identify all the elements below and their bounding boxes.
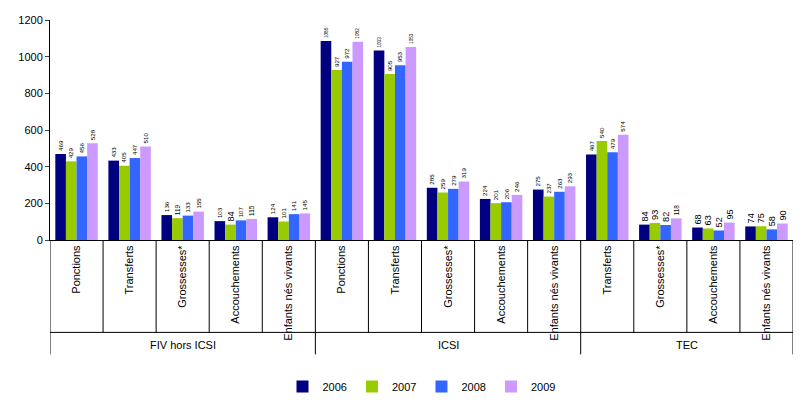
svg-text:95: 95 [725, 209, 735, 219]
svg-text:Accouchements: Accouchements [229, 245, 241, 324]
svg-text:206: 206 [503, 188, 510, 199]
svg-text:433: 433 [110, 147, 117, 158]
svg-text:103: 103 [216, 207, 223, 218]
svg-text:2009: 2009 [531, 381, 555, 393]
svg-text:540: 540 [598, 127, 605, 138]
svg-text:400: 400 [24, 161, 42, 173]
svg-text:Transferts: Transferts [389, 245, 401, 295]
svg-text:74: 74 [746, 213, 756, 223]
svg-text:TEC: TEC [676, 339, 698, 351]
svg-text:285: 285 [428, 174, 435, 185]
svg-text:246: 246 [513, 181, 520, 192]
svg-text:Ponctions: Ponctions [335, 245, 347, 294]
svg-text:Accouchements: Accouchements [495, 245, 507, 324]
svg-text:405: 405 [120, 152, 127, 163]
svg-text:118: 118 [673, 205, 680, 216]
svg-text:467: 467 [588, 140, 595, 151]
svg-text:447: 447 [131, 144, 138, 155]
svg-text:133: 133 [184, 202, 191, 213]
svg-text:Grossesses*: Grossesses* [442, 245, 454, 308]
svg-text:953: 953 [396, 51, 403, 62]
svg-text:93: 93 [650, 210, 660, 220]
svg-text:1200: 1200 [18, 14, 42, 26]
svg-text:Grossesses*: Grossesses* [176, 245, 188, 308]
svg-text:52: 52 [714, 217, 724, 227]
svg-text:155: 155 [195, 198, 202, 209]
svg-text:Enfants nés vivants: Enfants nés vivants [760, 245, 772, 341]
svg-text:201: 201 [492, 189, 499, 200]
svg-text:275: 275 [534, 176, 541, 187]
svg-text:75: 75 [756, 213, 766, 223]
svg-text:141: 141 [290, 200, 297, 211]
svg-text:Enfants nés vivants: Enfants nés vivants [548, 245, 560, 341]
svg-text:63: 63 [703, 215, 713, 225]
svg-text:279: 279 [450, 175, 457, 186]
svg-text:Transferts: Transferts [601, 245, 613, 295]
svg-text:469: 469 [57, 140, 64, 151]
svg-text:Accouchements: Accouchements [707, 245, 719, 324]
svg-text:293: 293 [566, 172, 573, 183]
svg-text:90: 90 [778, 210, 788, 220]
svg-text:600: 600 [24, 124, 42, 136]
svg-text:1085: 1085 [324, 27, 329, 38]
svg-text:263: 263 [556, 178, 563, 189]
svg-text:2006: 2006 [323, 381, 347, 393]
svg-text:FIV hors ICSI: FIV hors ICSI [150, 339, 216, 351]
svg-text:0: 0 [37, 234, 43, 246]
svg-text:510: 510 [142, 133, 149, 144]
svg-text:119: 119 [174, 204, 181, 215]
svg-text:136: 136 [163, 201, 170, 212]
svg-text:237: 237 [545, 183, 552, 194]
svg-text:319: 319 [460, 168, 467, 179]
svg-text:927: 927 [333, 56, 340, 67]
svg-text:Grossesses*: Grossesses* [654, 245, 666, 308]
svg-text:107: 107 [237, 206, 244, 217]
svg-text:1082: 1082 [355, 28, 360, 39]
svg-text:200: 200 [24, 197, 42, 209]
svg-text:68: 68 [693, 214, 703, 224]
svg-text:124: 124 [269, 203, 276, 214]
svg-text:ICSI: ICSI [438, 339, 459, 351]
svg-text:224: 224 [481, 185, 488, 196]
svg-text:800: 800 [24, 87, 42, 99]
svg-text:84: 84 [226, 211, 236, 221]
svg-text:84: 84 [640, 211, 650, 221]
svg-text:456: 456 [78, 143, 85, 154]
svg-text:1053: 1053 [409, 33, 414, 44]
svg-text:Ponctions: Ponctions [70, 245, 82, 294]
svg-text:* 2006-2009 : Grossesses échog: * 2006-2009 : Grossesses échographiques [7, 414, 178, 415]
svg-text:972: 972 [343, 48, 350, 59]
svg-text:115: 115 [248, 205, 255, 216]
svg-text:905: 905 [386, 60, 393, 71]
svg-text:429: 429 [67, 147, 74, 158]
svg-text:145: 145 [301, 200, 308, 211]
svg-text:479: 479 [609, 138, 616, 149]
svg-text:58: 58 [767, 216, 777, 226]
svg-text:101: 101 [280, 208, 287, 219]
svg-text:574: 574 [619, 121, 626, 132]
svg-text:2008: 2008 [461, 381, 485, 393]
svg-text:1000: 1000 [18, 51, 42, 63]
svg-text:82: 82 [661, 212, 671, 222]
svg-text:528: 528 [89, 129, 96, 140]
svg-text:259: 259 [439, 179, 446, 190]
svg-text:1033: 1033 [377, 37, 382, 48]
svg-text:Transferts: Transferts [123, 245, 135, 295]
svg-text:2007: 2007 [392, 381, 416, 393]
svg-text:Enfants nés vivants: Enfants nés vivants [282, 245, 294, 341]
